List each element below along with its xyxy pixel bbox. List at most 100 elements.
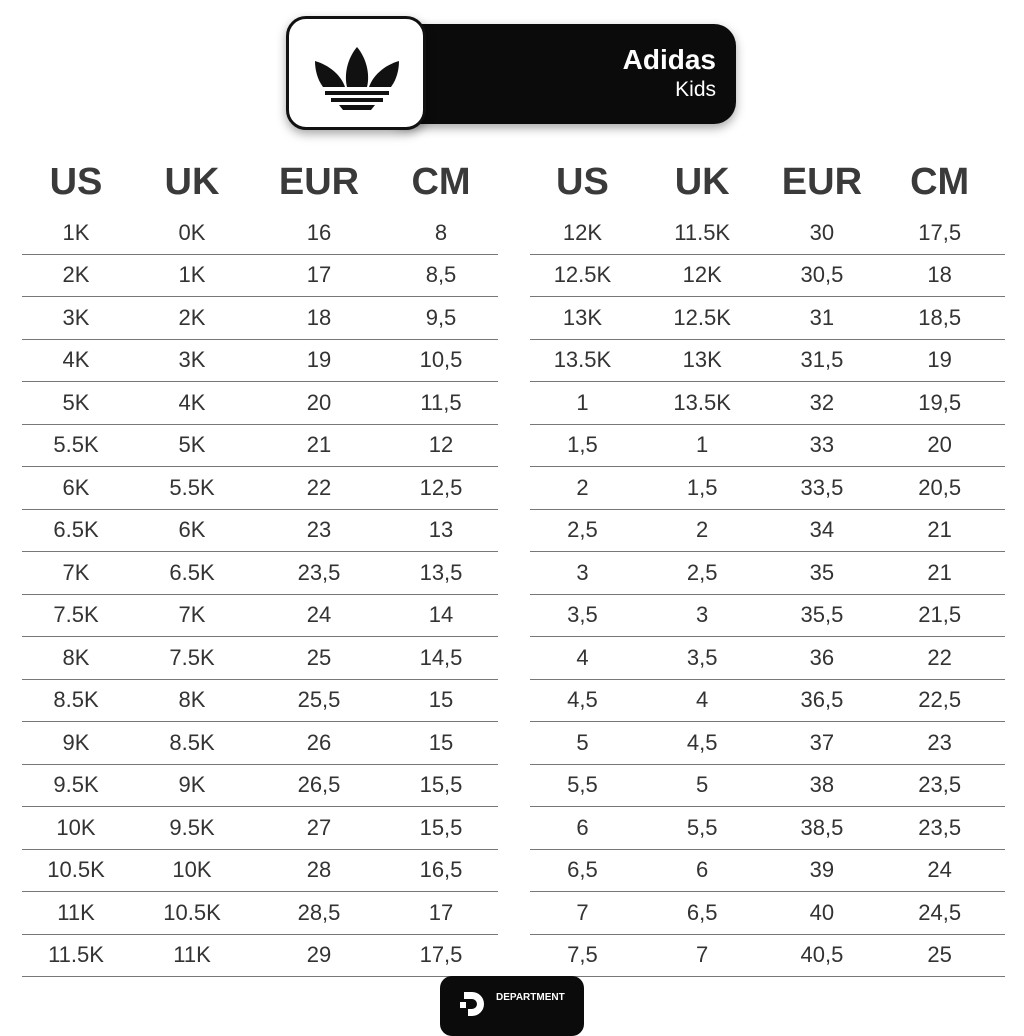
table-row: 9K 8.5K 26 15 <box>22 722 498 765</box>
table-row: 2K 1K 17 8,5 <box>22 255 498 297</box>
cell-us: 9.5K <box>53 772 99 798</box>
cell-cm: 19,5 <box>918 389 962 415</box>
cell-us: 1,5 <box>567 432 598 458</box>
cell-cm: 20,5 <box>918 474 962 500</box>
header-uk: UK <box>164 160 220 203</box>
table-header: US UK EUR CM <box>530 156 1005 208</box>
cell-eur: 26,5 <box>297 772 341 798</box>
cell-cm: 21,5 <box>918 602 962 628</box>
cell-eur: 25 <box>306 644 332 670</box>
cell-uk: 9K <box>178 772 206 798</box>
cell-eur: 38 <box>809 772 835 798</box>
cell-uk: 7 <box>696 942 709 968</box>
cell-eur: 28 <box>306 857 332 883</box>
cell-us: 4 <box>576 644 589 670</box>
cell-uk: 4,5 <box>686 729 718 755</box>
cell-us: 3K <box>62 304 90 330</box>
cell-uk: 5K <box>178 432 206 458</box>
cell-uk: 2 <box>696 517 709 543</box>
cell-eur: 35 <box>809 559 835 585</box>
cell-cm: 12,5 <box>419 474 463 500</box>
cell-cm: 20 <box>927 432 952 458</box>
cell-cm: 9,5 <box>425 304 457 330</box>
cell-cm: 15,5 <box>419 772 463 798</box>
cell-us: 4,5 <box>567 687 598 713</box>
table-row: 6K 5.5K 22 12,5 <box>22 467 498 510</box>
cell-eur: 32 <box>809 389 835 415</box>
table-row: 12.5K 12K 30,5 18 <box>530 255 1005 297</box>
cell-uk: 6.5K <box>169 559 215 585</box>
cell-cm: 25 <box>927 942 952 968</box>
cell-cm: 24,5 <box>918 899 962 925</box>
cell-uk: 9.5K <box>169 814 215 840</box>
cell-uk: 2K <box>178 304 206 330</box>
cell-us: 11.5K <box>48 942 104 968</box>
cell-uk: 8K <box>178 687 206 713</box>
cell-eur: 30,5 <box>800 262 844 288</box>
table-row: 6 5,5 38,5 23,5 <box>530 807 1005 850</box>
cell-uk: 10K <box>172 857 212 883</box>
cell-us: 1K <box>62 219 90 245</box>
cell-us: 2,5 <box>567 517 598 543</box>
table-row: 13.5K 13K 31,5 19 <box>530 340 1005 382</box>
cell-us: 6K <box>62 474 90 500</box>
department-d-icon <box>460 992 484 1016</box>
table-row: 6,5 6 39 24 <box>530 850 1005 892</box>
header-us: US <box>49 160 103 203</box>
cell-uk: 4 <box>696 687 709 713</box>
cell-cm: 8,5 <box>425 262 457 288</box>
cell-eur: 25,5 <box>297 687 341 713</box>
table-row: 7 6,5 40 24,5 <box>530 892 1005 935</box>
cell-eur: 39 <box>809 857 835 883</box>
cell-uk: 1,5 <box>686 474 718 500</box>
cell-us: 7,5 <box>567 942 598 968</box>
table-row: 3,5 3 35,5 21,5 <box>530 595 1005 637</box>
cell-uk: 1 <box>696 432 709 458</box>
cell-uk: 6 <box>696 857 709 883</box>
cell-cm: 19 <box>927 347 952 373</box>
cell-eur: 33,5 <box>800 474 844 500</box>
cell-uk: 7.5K <box>169 644 215 670</box>
size-table-right: US UK EUR CM 12K 11.5K 30 17,5 12.5K 12K 30,5 1… <box>530 156 1005 977</box>
cell-cm: 15 <box>428 729 454 755</box>
cell-cm: 23 <box>927 729 952 755</box>
cell-eur: 26 <box>306 729 332 755</box>
cell-us: 7 <box>576 899 589 925</box>
table-row: 3 2,5 35 21 <box>530 552 1005 595</box>
cell-uk: 12K <box>682 262 722 288</box>
cell-uk: 4K <box>178 389 206 415</box>
cell-cm: 11,5 <box>420 389 462 415</box>
cell-cm: 18,5 <box>918 304 962 330</box>
logo-box <box>286 16 426 130</box>
cell-eur: 23,5 <box>297 559 341 585</box>
cell-eur: 29 <box>306 942 332 968</box>
cell-us: 6 <box>576 814 589 840</box>
cell-cm: 12 <box>428 432 454 458</box>
cell-uk: 6K <box>178 517 206 543</box>
cell-eur: 31 <box>809 304 835 330</box>
cell-us: 10K <box>56 814 96 840</box>
cell-eur: 21 <box>306 432 332 458</box>
cell-eur: 24 <box>306 602 332 628</box>
cell-cm: 14 <box>428 602 454 628</box>
cell-cm: 23,5 <box>918 772 962 798</box>
table-row: 2 1,5 33,5 20,5 <box>530 467 1005 510</box>
cell-eur: 37 <box>809 729 835 755</box>
cell-eur: 30 <box>809 219 835 245</box>
cell-us: 6.5K <box>53 517 99 543</box>
table-row: 13K 12.5K 31 18,5 <box>530 297 1005 340</box>
table-row: 10K 9.5K 27 15,5 <box>22 807 498 850</box>
table-row: 8.5K 8K 25,5 15 <box>22 680 498 722</box>
cell-us: 13K <box>562 304 603 330</box>
cell-us: 1 <box>576 389 589 415</box>
footer-label: DEPARTMENT <box>496 992 565 1003</box>
cell-cm: 16,5 <box>419 857 463 883</box>
table-row: 5.5K 5K 21 12 <box>22 425 498 467</box>
table-row: 8K 7.5K 25 14,5 <box>22 637 498 680</box>
cell-eur: 17 <box>306 262 332 288</box>
brand-name: Adidas <box>622 44 716 75</box>
cell-us: 7.5K <box>53 602 99 628</box>
cell-eur: 27 <box>306 814 332 840</box>
cell-uk: 3,5 <box>686 644 718 670</box>
cell-eur: 34 <box>809 517 835 543</box>
